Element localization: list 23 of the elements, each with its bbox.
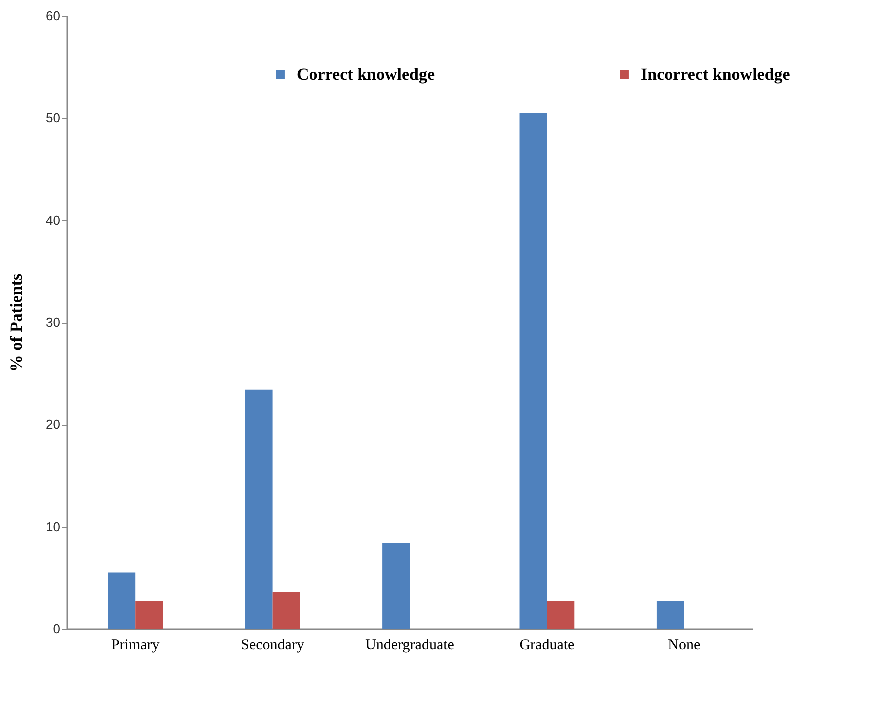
- y-tick-label: 60: [46, 8, 60, 24]
- bar: [272, 592, 300, 629]
- bar: [245, 390, 273, 629]
- y-tick-label: 10: [46, 519, 60, 534]
- bar: [108, 572, 136, 629]
- bar: [520, 113, 548, 629]
- x-tick-label: Graduate: [520, 638, 576, 654]
- y-tick-label: 20: [46, 417, 60, 432]
- bar: [547, 601, 575, 629]
- bar: [656, 601, 684, 629]
- y-tick-label: 50: [46, 110, 60, 126]
- x-tick-label: Primary: [111, 638, 160, 654]
- x-tick-label: Secondary: [241, 638, 305, 654]
- legend-label: Incorrect knowledge: [641, 64, 791, 84]
- bar: [382, 543, 410, 629]
- y-axis-title: % of Patients: [7, 274, 26, 372]
- y-tick-label: 0: [53, 622, 60, 636]
- y-tick-label: 30: [46, 315, 60, 330]
- x-tick-label: Undergraduate: [366, 638, 455, 654]
- legend-label: Correct knowledge: [297, 64, 436, 84]
- y-tick-label: 40: [46, 212, 60, 228]
- x-tick-label: None: [668, 638, 701, 654]
- bar: [136, 601, 164, 629]
